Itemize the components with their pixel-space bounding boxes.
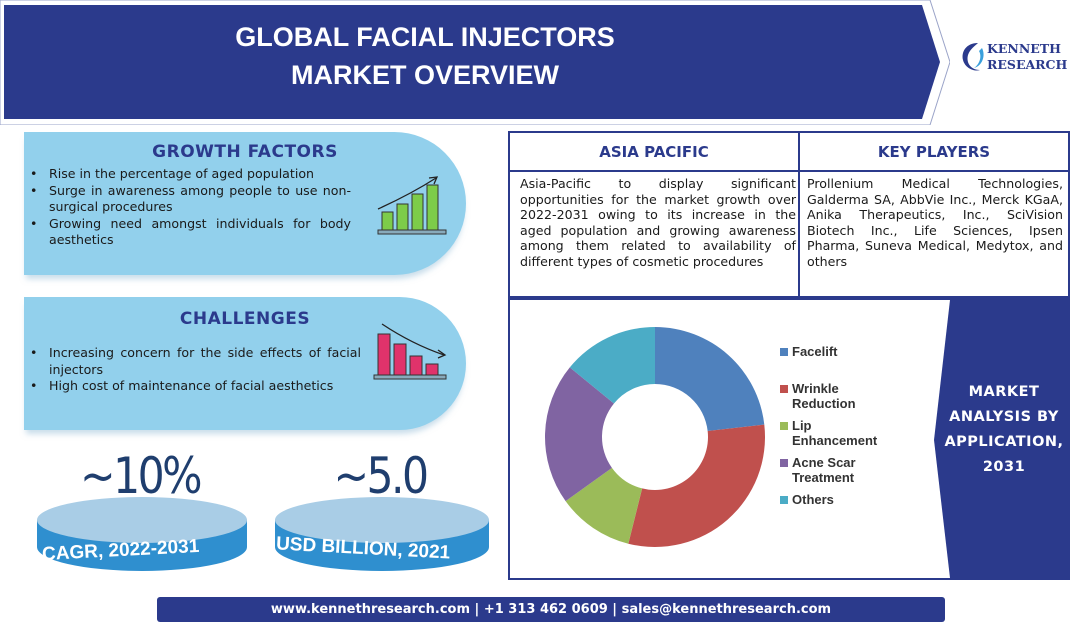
legend-label: Lip xyxy=(780,418,877,434)
key-players-title: KEY PLAYERS xyxy=(877,143,991,161)
challenges-panel: CHALLENGES Increasing concern for the si… xyxy=(24,297,466,430)
challenges-title: CHALLENGES xyxy=(179,309,311,329)
legend-swatch xyxy=(780,421,788,430)
asia-pacific-text: Asia-Pacific to display significant oppo… xyxy=(520,176,796,269)
footer-contact-bar: www.kennethresearch.com | +1 313 462 060… xyxy=(157,597,945,622)
label-line: 2031 xyxy=(982,459,1026,475)
donut-slice-others xyxy=(569,327,655,404)
kenneth-research-logo: KENNETH RESEARCH xyxy=(960,38,1078,78)
legend-label: Others xyxy=(780,492,877,508)
legend-label: Reduction xyxy=(792,396,856,411)
bar-chart-down-icon xyxy=(373,323,447,380)
label-line: ANALYSIS BY xyxy=(949,409,1059,425)
list-item: High cost of maintenance of facial aesth… xyxy=(24,378,361,395)
legend-item: Acne Scar Treatment xyxy=(780,455,877,486)
challenges-list: Increasing concern for the side effects … xyxy=(24,345,361,395)
market-size-value: ~5.0 xyxy=(333,447,429,505)
bar-chart-up-icon xyxy=(377,176,447,235)
market-analysis-label: MARKET ANALYSIS BY APPLICATION, 2031 xyxy=(940,380,1068,480)
header-banner xyxy=(0,0,950,125)
logo-line1: KENNETH xyxy=(987,41,1061,56)
legend-label: Wrinkle xyxy=(780,381,877,397)
page-title-line2: MARKET OVERVIEW xyxy=(290,60,560,90)
legend-label: Facelift xyxy=(780,344,877,360)
legend-label: Acne Scar xyxy=(780,455,877,471)
legend-item: Others xyxy=(780,492,877,508)
donut-slice-facelift xyxy=(655,327,765,432)
donut-slice-lip-enhancement xyxy=(565,467,643,544)
disc-market-size xyxy=(275,497,489,571)
page-title-line1: GLOBAL FACIAL INJECTORS xyxy=(235,22,615,52)
row-divider xyxy=(510,170,1068,172)
key-players-text: Prollenium Medical Technologies, Galderm… xyxy=(807,176,1063,269)
info-table: ASIA PACIFIC KEY PLAYERS Asia-Pacific to… xyxy=(508,131,1070,298)
list-item: Rise in the percentage of aged populatio… xyxy=(24,166,351,183)
donut-slice-wrinkle-reduction xyxy=(628,424,765,547)
growth-factors-title: GROWTH FACTORS xyxy=(152,142,338,162)
logo-line2: RESEARCH xyxy=(987,57,1068,72)
list-item: Increasing concern for the side effects … xyxy=(24,345,361,378)
legend-swatch xyxy=(780,384,788,393)
column-divider xyxy=(798,133,800,296)
label-line: MARKET xyxy=(968,384,1040,400)
legend-item: Wrinkle Reduction xyxy=(780,381,877,412)
legend-swatch xyxy=(780,458,788,467)
list-item: Surge in awareness among people to use n… xyxy=(24,183,351,216)
legend-label: Enhancement xyxy=(792,433,878,448)
label-line: APPLICATION, xyxy=(944,434,1064,450)
legend-item: Facelift xyxy=(780,344,877,360)
growth-factors-list: Rise in the percentage of aged populatio… xyxy=(24,166,351,249)
donut-chart xyxy=(545,327,765,547)
chart-panel: MARKET ANALYSIS BY APPLICATION, 2031 Fac… xyxy=(508,298,1070,580)
cagr-stat: ~10% CAGR, 2022-2031 xyxy=(30,445,260,575)
legend-swatch xyxy=(780,495,788,504)
legend-item: Lip Enhancement xyxy=(780,418,877,449)
list-item: Growing need amongst individuals for bod… xyxy=(24,216,351,249)
market-size-stat: ~5.0 USD BILLION, 2021 xyxy=(270,445,500,575)
legend-swatch xyxy=(780,348,788,356)
cagr-value: ~10% xyxy=(80,447,202,505)
chart-legend: Facelift Wrinkle Reduction Lip Enhancement Ac… xyxy=(780,344,877,513)
logo-swirl-icon xyxy=(962,43,984,71)
disc-cagr xyxy=(37,497,247,571)
side-chevron xyxy=(934,300,1068,578)
legend-label: Treatment xyxy=(792,470,855,485)
growth-factors-panel: GROWTH FACTORS Rise in the percentage of… xyxy=(24,132,466,275)
asia-pacific-title: ASIA PACIFIC xyxy=(599,143,709,161)
donut-slice-acne-scar-treatment xyxy=(545,367,614,502)
